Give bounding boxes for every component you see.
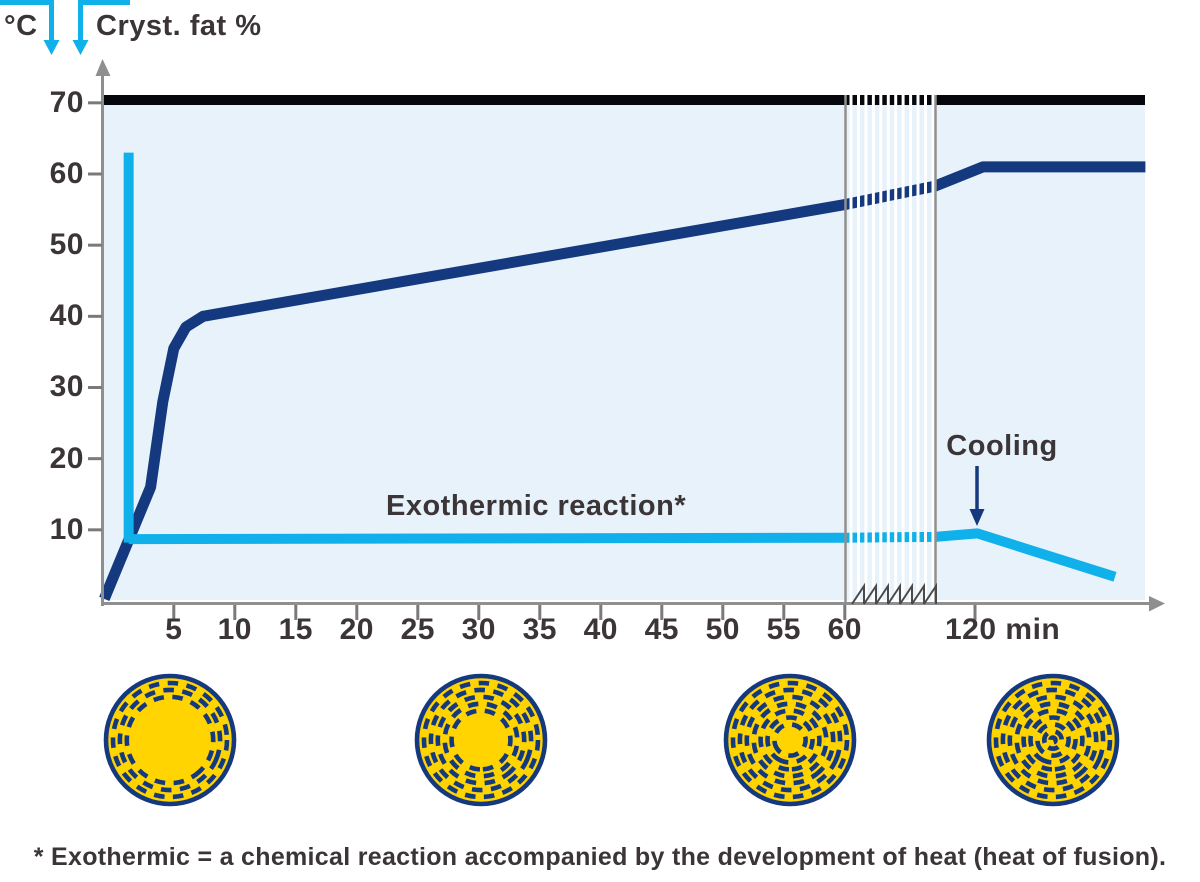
crystal-ring (751, 701, 829, 779)
temp-unit-label: °C (4, 10, 38, 42)
plot-area (104, 95, 1145, 600)
x-axis-tick-label: 55 (766, 613, 801, 646)
crystal-ring (428, 687, 534, 793)
crystal-ring (117, 687, 223, 793)
temperature-line (99, 161, 1146, 602)
crystal-ring (744, 694, 836, 786)
axis-break-stripe (849, 95, 853, 600)
y-axis-tick-label: 20 (49, 441, 84, 475)
y-axis-tick-label: 30 (49, 370, 84, 404)
x-axis-tick-label: 30 (461, 613, 496, 646)
x-axis-tick-label: 5 (165, 613, 183, 646)
crystal-ring (124, 694, 216, 786)
crystal-ring (110, 680, 230, 800)
crystal-ring (1014, 701, 1092, 779)
cryst-fat-label: Cryst. fat % (96, 10, 262, 42)
x-axis-tick-label: 45 (644, 613, 679, 646)
x-axis-tick-label: 25 (400, 613, 435, 646)
axis-break-stripe (924, 95, 927, 600)
y-axis-tick-label: 40 (49, 299, 84, 333)
axis-break-stripe (916, 95, 920, 600)
crystal-ring (1028, 715, 1078, 765)
x-axis-tick-label: 50 (705, 613, 740, 646)
legend-pointer-line (78, 0, 130, 42)
cooling-annotation: Cooling (946, 430, 1058, 462)
crystal-ring (772, 722, 808, 758)
x-axis-tick-label: 10 (217, 613, 252, 646)
x-axis-tick-label: 60 (827, 613, 862, 646)
legend-pointer-line (0, 0, 54, 42)
crystal-ring (730, 680, 850, 800)
crystal-ring (993, 680, 1113, 800)
axis-break-stripe (894, 95, 898, 600)
x-axis-tick-label: 20 (339, 613, 374, 646)
crystal-ring (1035, 722, 1071, 758)
crystal-ring (442, 701, 520, 779)
y-axis-tick-label: 10 (49, 512, 84, 546)
axis-break-stripe (886, 95, 890, 600)
legend-down-arrow-icon (43, 40, 60, 55)
axis-break-stripe (909, 95, 913, 600)
axis-break-stripe (857, 95, 860, 600)
crystal-ring (737, 687, 843, 793)
fat-crystal-stage-2 (414, 673, 548, 807)
axis-break-stripe (871, 95, 875, 600)
crystal-ring (435, 694, 527, 786)
axis-break-sawtooth (851, 582, 937, 605)
fat-crystal-stage-4 (986, 673, 1120, 807)
legend-down-arrow-icon (72, 40, 89, 55)
plot-top-border (104, 95, 1145, 105)
x-axis-far-label: 120 min (945, 613, 1061, 646)
y-axis-arrow-icon (95, 59, 111, 76)
crystal-ring (449, 708, 513, 772)
axis-break-stripe (879, 95, 883, 600)
crystal-ring (1041, 729, 1064, 752)
footnote-text: * Exothermic = a chemical reaction accom… (33, 843, 1167, 871)
axis-break-stripe (931, 95, 935, 600)
crystal-ring (1000, 687, 1106, 793)
y-axis-tick-label: 50 (49, 228, 84, 262)
fat-crystal-stage-1 (103, 673, 237, 807)
axis-break-stripe (901, 95, 905, 600)
x-axis-arrow-icon (1149, 596, 1165, 612)
y-axis-tick-label: 60 (49, 156, 84, 190)
y-axis-tick-label: 70 (49, 85, 84, 119)
x-axis-tick-label: 15 (278, 613, 313, 646)
fat-crystal-stage-3 (723, 673, 857, 807)
axis-break-stripe (864, 95, 868, 600)
crystal-ring (765, 715, 815, 765)
exothermic-annotation: Exothermic reaction* (386, 490, 687, 522)
crystal-ring (1007, 694, 1099, 786)
crystal-ring (421, 680, 541, 800)
cooling-arrow-icon (969, 509, 985, 526)
x-axis-tick-label: 35 (522, 613, 557, 646)
crystal-ring (1048, 735, 1058, 745)
x-axis-tick-label: 40 (583, 613, 618, 646)
